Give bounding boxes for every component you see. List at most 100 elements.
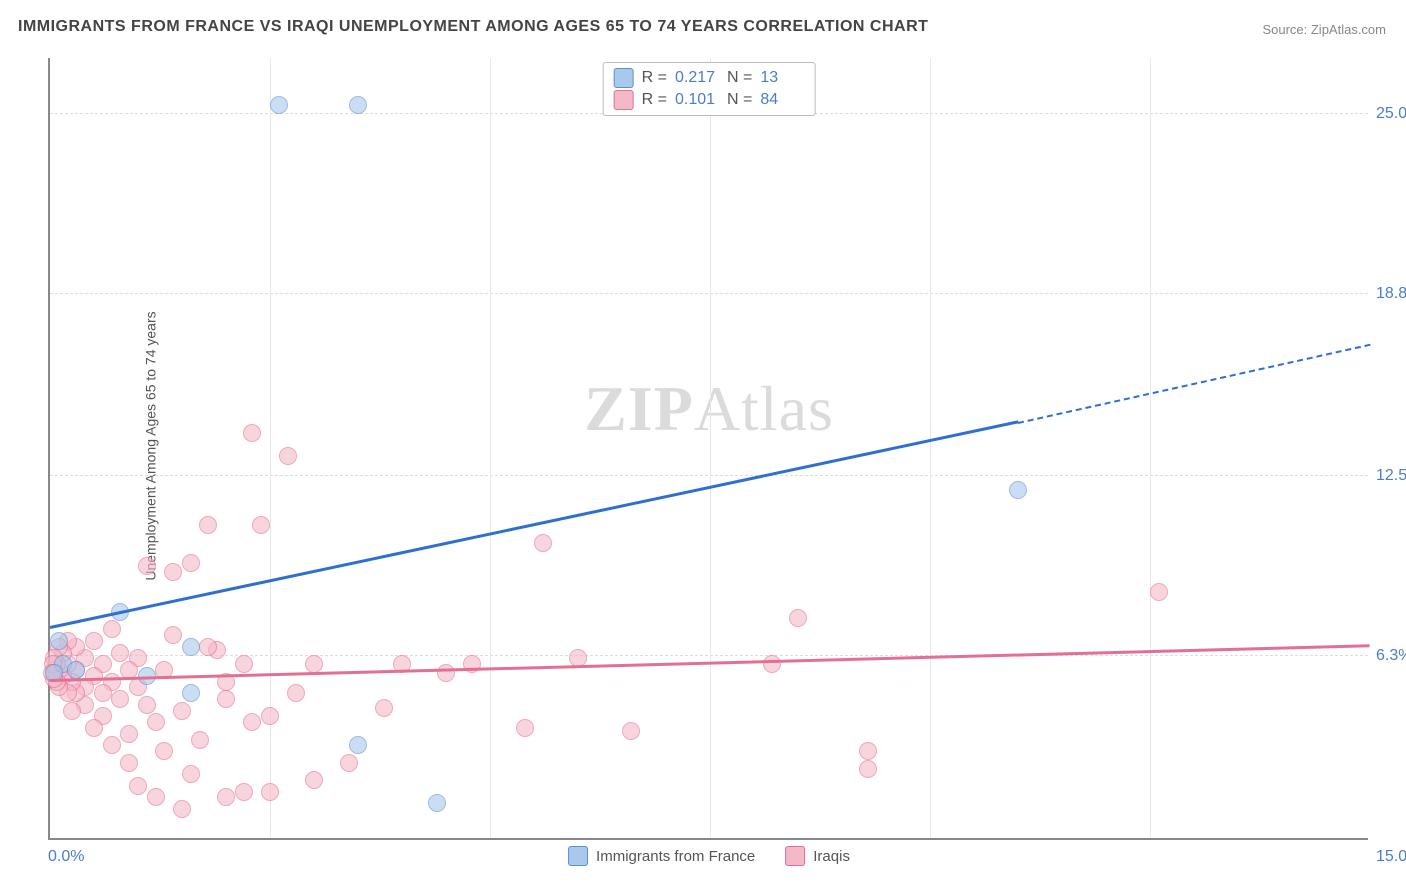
data-point — [103, 620, 121, 638]
data-point — [94, 684, 112, 702]
legend-swatch — [785, 846, 805, 866]
data-point — [182, 765, 200, 783]
data-point — [50, 632, 68, 650]
data-point — [147, 788, 165, 806]
legend-item: Immigrants from France — [568, 846, 755, 866]
data-point — [437, 664, 455, 682]
stats-legend-row: R = 0.217 N = 13 — [614, 67, 805, 89]
trend-line — [50, 421, 1019, 630]
data-point — [111, 644, 129, 662]
data-point — [859, 760, 877, 778]
n-value: 13 — [760, 69, 804, 87]
data-point — [199, 638, 217, 656]
data-point — [182, 638, 200, 656]
y-tick-label: 12.5% — [1376, 467, 1406, 485]
r-label: R = — [642, 69, 667, 87]
data-point — [217, 788, 235, 806]
data-point — [85, 719, 103, 737]
correlation-stats-legend: R = 0.217 N = 13 R = 0.101 N = 84 — [603, 62, 816, 116]
series-legend: Immigrants from France Iraqis — [568, 846, 850, 866]
source-attribution: Source: ZipAtlas.com — [1262, 22, 1386, 37]
watermark-rest: Atlas — [694, 373, 834, 444]
data-point — [120, 754, 138, 772]
data-point — [349, 96, 367, 114]
data-point — [1150, 583, 1168, 601]
chart-title: IMMIGRANTS FROM FRANCE VS IRAQI UNEMPLOY… — [18, 18, 928, 36]
stats-legend-row: R = 0.101 N = 84 — [614, 89, 805, 111]
data-point — [243, 713, 261, 731]
data-point — [120, 725, 138, 743]
data-point — [138, 696, 156, 714]
grid-line-vertical — [930, 58, 931, 838]
data-point — [261, 707, 279, 725]
data-point — [375, 699, 393, 717]
legend-label: Iraqis — [813, 848, 850, 865]
data-point — [85, 632, 103, 650]
y-tick-label: 18.8% — [1376, 285, 1406, 303]
source-link[interactable]: ZipAtlas.com — [1311, 22, 1386, 37]
data-point — [191, 731, 209, 749]
y-tick-label: 25.0% — [1376, 105, 1406, 123]
data-point — [182, 684, 200, 702]
data-point — [129, 777, 147, 795]
data-point — [1009, 481, 1027, 499]
data-point — [349, 736, 367, 754]
x-axis-min-label: 0.0% — [48, 848, 84, 866]
data-point — [111, 690, 129, 708]
legend-swatch — [614, 90, 634, 110]
data-point — [147, 713, 165, 731]
data-point — [235, 655, 253, 673]
r-label: R = — [642, 91, 667, 109]
watermark-text: ZIPAtlas — [584, 372, 834, 446]
data-point — [340, 754, 358, 772]
data-point — [516, 719, 534, 737]
data-point — [199, 516, 217, 534]
n-value: 84 — [760, 91, 804, 109]
data-point — [235, 783, 253, 801]
data-point — [261, 783, 279, 801]
data-point — [252, 516, 270, 534]
grid-line-vertical — [1150, 58, 1151, 838]
data-point — [287, 684, 305, 702]
n-label: N = — [727, 91, 752, 109]
data-point — [763, 655, 781, 673]
data-point — [138, 557, 156, 575]
data-point — [305, 771, 323, 789]
n-label: N = — [727, 69, 752, 87]
data-point — [789, 609, 807, 627]
scatter-plot-area: ZIPAtlas R =0.217N =13R =0.101N =84 0.0%… — [48, 58, 1368, 840]
data-point — [305, 655, 323, 673]
data-point — [67, 661, 85, 679]
data-point — [164, 563, 182, 581]
data-point — [622, 722, 640, 740]
data-point — [164, 626, 182, 644]
data-point — [243, 424, 261, 442]
watermark-bold: ZIP — [584, 373, 694, 444]
grid-line-horizontal — [50, 475, 1368, 476]
legend-swatch — [568, 846, 588, 866]
x-axis-max-label: 15.0% — [1376, 848, 1406, 866]
data-point — [859, 742, 877, 760]
data-point — [173, 800, 191, 818]
data-point — [63, 702, 81, 720]
data-point — [103, 736, 121, 754]
grid-line-vertical — [490, 58, 491, 838]
data-point — [279, 447, 297, 465]
trend-line-extrapolated — [1018, 344, 1370, 424]
data-point — [182, 554, 200, 572]
source-prefix: Source: — [1262, 22, 1310, 37]
r-value: 0.217 — [675, 69, 719, 87]
legend-label: Immigrants from France — [596, 848, 755, 865]
data-point — [428, 794, 446, 812]
legend-swatch — [614, 68, 634, 88]
legend-item: Iraqis — [785, 846, 850, 866]
data-point — [534, 534, 552, 552]
r-value: 0.101 — [675, 91, 719, 109]
data-point — [155, 742, 173, 760]
data-point — [270, 96, 288, 114]
data-point — [173, 702, 191, 720]
y-tick-label: 6.3% — [1376, 647, 1406, 665]
grid-line-vertical — [710, 58, 711, 838]
grid-line-horizontal — [50, 293, 1368, 294]
data-point — [217, 690, 235, 708]
